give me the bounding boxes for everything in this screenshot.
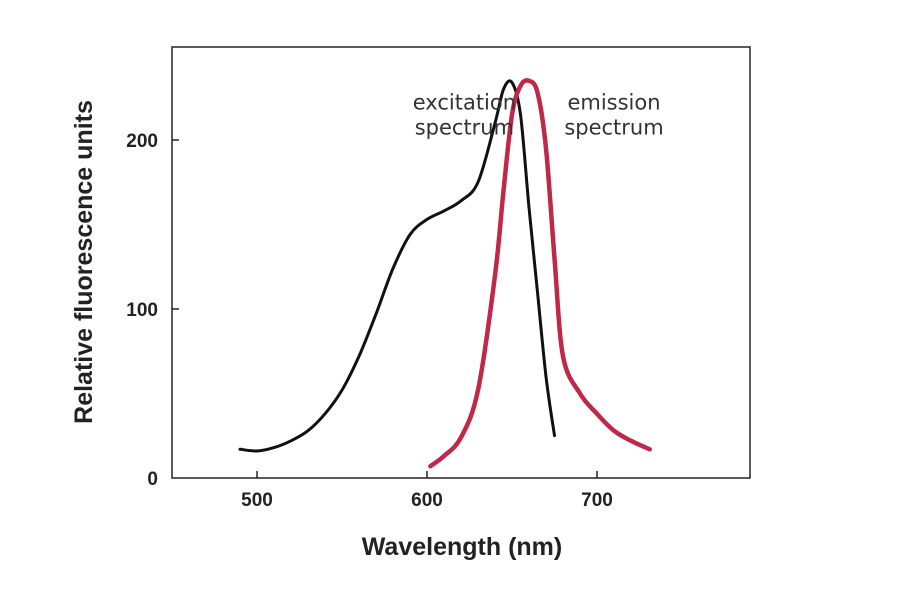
y-tick-label: 0 — [147, 469, 158, 490]
annotation-line: emission — [567, 91, 660, 115]
annotation-line: spectrum — [564, 116, 663, 140]
x-tick-label: 500 — [241, 490, 273, 511]
excitation-spectrum-line — [238, 79, 556, 453]
emission-spectrum-line — [428, 78, 652, 469]
y-axis-title: Relative fluorescence units — [70, 100, 98, 424]
emission-annotation: emission spectrum — [564, 91, 663, 140]
annotation-line: spectrum — [415, 116, 514, 140]
excitation-annotation: excitation spectrum — [413, 91, 516, 140]
y-tick-label: 200 — [126, 131, 158, 152]
x-axis-title: Wavelength (nm) — [362, 533, 562, 561]
series-layer — [238, 78, 652, 469]
plot-area — [171, 46, 751, 479]
x-tick-label: 600 — [411, 490, 443, 511]
x-tick-label: 700 — [581, 490, 613, 511]
annotation-line: excitation — [413, 91, 516, 115]
axis-ticks: 500 600 700 0 100 200 — [126, 131, 613, 511]
y-tick-label: 100 — [126, 300, 158, 321]
